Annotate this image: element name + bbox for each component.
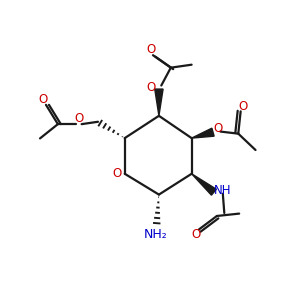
Text: O: O [191, 228, 201, 241]
Text: O: O [238, 100, 248, 113]
Text: O: O [147, 81, 156, 94]
Text: O: O [38, 93, 48, 106]
Polygon shape [155, 89, 163, 116]
Text: NH: NH [214, 184, 232, 197]
Text: O: O [146, 43, 155, 56]
Text: O: O [74, 112, 83, 125]
Text: NH₂: NH₂ [144, 228, 168, 241]
Polygon shape [192, 128, 214, 138]
Text: O: O [214, 122, 223, 135]
Polygon shape [192, 174, 216, 195]
Text: O: O [113, 167, 122, 180]
